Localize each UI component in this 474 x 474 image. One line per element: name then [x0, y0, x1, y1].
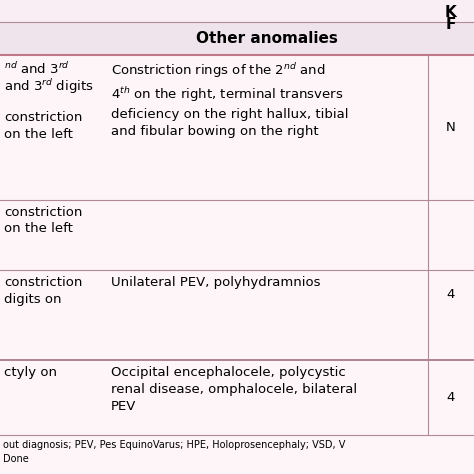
Text: and 3$^{rd}$ digits: and 3$^{rd}$ digits [4, 77, 93, 96]
Text: constriction
on the left: constriction on the left [4, 111, 82, 140]
Text: Constriction rings of the 2$^{nd}$ and
4$^{th}$ on the right, terminal transvers: Constriction rings of the 2$^{nd}$ and 4… [111, 61, 348, 137]
Text: 4: 4 [447, 289, 455, 301]
Text: out diagnosis; PEV, Pes EquinoVarus; HPE, Holoprosencephaly; VSD, V: out diagnosis; PEV, Pes EquinoVarus; HPE… [3, 440, 346, 450]
Text: Unilateral PEV, polyhydramnios: Unilateral PEV, polyhydramnios [111, 276, 320, 289]
Text: N: N [446, 121, 456, 134]
Text: K: K [445, 5, 457, 20]
Text: ctyly on: ctyly on [4, 366, 57, 379]
Text: Other anomalies: Other anomalies [196, 31, 337, 46]
Text: 4: 4 [447, 391, 455, 404]
Bar [0, 22, 474, 55]
Text: Done: Done [3, 454, 29, 464]
Text: constriction
digits on: constriction digits on [4, 276, 82, 306]
Text: F: F [446, 17, 456, 32]
Bar [0, 0, 474, 22]
Text: $^{nd}$ and 3$^{rd}$: $^{nd}$ and 3$^{rd}$ [4, 61, 70, 77]
Text: constriction
on the left: constriction on the left [4, 206, 82, 236]
Text: Occipital encephalocele, polycystic
renal disease, omphalocele, bilateral
PEV: Occipital encephalocele, polycystic rena… [111, 366, 357, 412]
